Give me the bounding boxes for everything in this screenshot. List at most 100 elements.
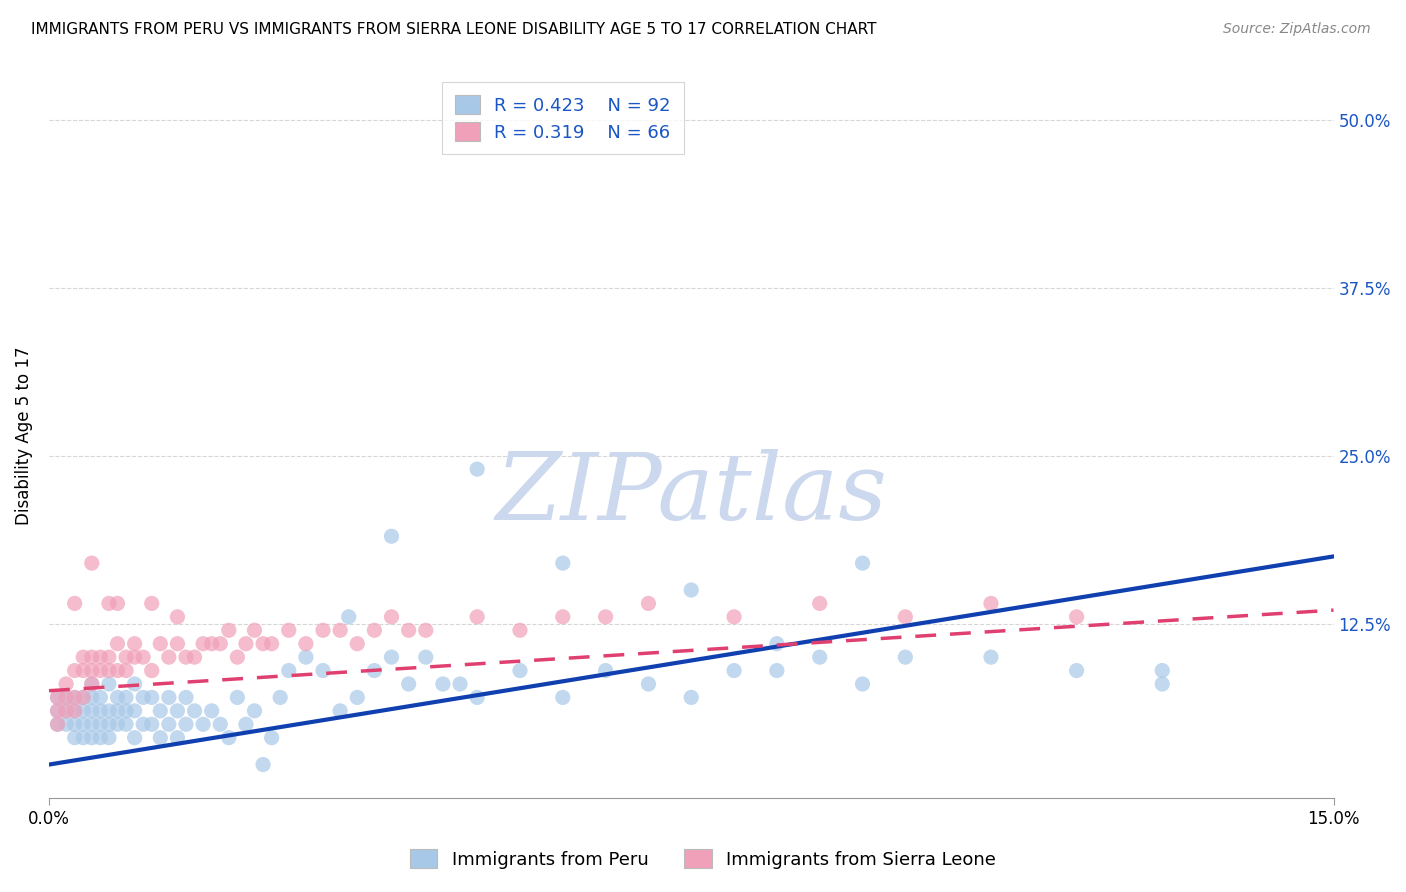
Point (637, 596, 659, 610)
Point (894, 610, 917, 624)
Point (80, 704, 103, 718)
Point (226, 690, 249, 705)
Point (97, 650, 120, 665)
Point (157, 717, 180, 731)
Point (89, 731, 111, 745)
Point (46, 690, 69, 705)
Point (465, 690, 488, 705)
Point (252, 757, 274, 772)
Point (509, 624, 531, 638)
Point (63, 690, 86, 705)
Point (124, 677, 146, 691)
Point (398, 677, 420, 691)
Point (149, 731, 172, 745)
Point (346, 690, 368, 705)
Point (72, 704, 94, 718)
Point (295, 650, 318, 665)
Point (80, 677, 103, 691)
Point (329, 704, 352, 718)
Point (80, 690, 103, 705)
Point (277, 664, 299, 678)
Point (55, 704, 77, 718)
Point (174, 717, 197, 731)
Point (97, 731, 120, 745)
Point (97, 704, 120, 718)
Point (551, 690, 574, 705)
Point (107, 704, 129, 718)
Point (132, 717, 155, 731)
Point (260, 731, 283, 745)
Point (1066, 610, 1088, 624)
Point (107, 664, 129, 678)
Point (312, 624, 335, 638)
Point (851, 677, 873, 691)
Point (115, 704, 138, 718)
Point (46, 704, 69, 718)
Point (107, 690, 129, 705)
Point (124, 650, 146, 665)
Point (226, 650, 249, 665)
Point (63, 717, 86, 731)
Point (46, 717, 69, 731)
Text: Source: ZipAtlas.com: Source: ZipAtlas.com (1223, 22, 1371, 37)
Point (63, 731, 86, 745)
Point (183, 650, 205, 665)
Point (277, 624, 299, 638)
Point (72, 690, 94, 705)
Point (46, 690, 69, 705)
Point (72, 731, 94, 745)
Point (166, 731, 188, 745)
Point (465, 462, 488, 476)
Point (132, 650, 155, 665)
Point (851, 556, 873, 570)
Point (80, 664, 103, 678)
Point (218, 731, 240, 745)
Point (115, 664, 138, 678)
Point (107, 596, 129, 610)
Point (191, 637, 214, 651)
Point (312, 664, 335, 678)
Point (166, 704, 188, 718)
Point (157, 650, 180, 665)
Point (107, 637, 129, 651)
Point (415, 650, 437, 665)
Point (89, 650, 111, 665)
Point (363, 624, 385, 638)
Point (551, 610, 574, 624)
Point (380, 650, 402, 665)
Point (723, 664, 745, 678)
Point (55, 690, 77, 705)
Point (72, 650, 94, 665)
Point (595, 664, 617, 678)
Point (681, 690, 703, 705)
Point (63, 596, 86, 610)
Point (595, 610, 617, 624)
Point (72, 690, 94, 705)
Point (183, 704, 205, 718)
Point (97, 664, 120, 678)
Point (46, 717, 69, 731)
Point (415, 624, 437, 638)
Point (97, 596, 120, 610)
Point (141, 596, 163, 610)
Point (63, 690, 86, 705)
Point (980, 650, 1002, 665)
Point (295, 637, 318, 651)
Point (398, 624, 420, 638)
Point (115, 717, 138, 731)
Legend: R = 0.423    N = 92, R = 0.319    N = 66: R = 0.423 N = 92, R = 0.319 N = 66 (441, 82, 683, 154)
Point (55, 717, 77, 731)
Point (166, 610, 188, 624)
Point (55, 677, 77, 691)
Point (80, 556, 103, 570)
Point (346, 637, 368, 651)
Point (63, 664, 86, 678)
Point (124, 637, 146, 651)
Point (149, 704, 172, 718)
Point (132, 690, 155, 705)
Point (97, 717, 120, 731)
Legend: Immigrants from Peru, Immigrants from Sierra Leone: Immigrants from Peru, Immigrants from Si… (404, 842, 1002, 876)
Point (46, 704, 69, 718)
Point (1152, 664, 1174, 678)
Point (243, 704, 266, 718)
